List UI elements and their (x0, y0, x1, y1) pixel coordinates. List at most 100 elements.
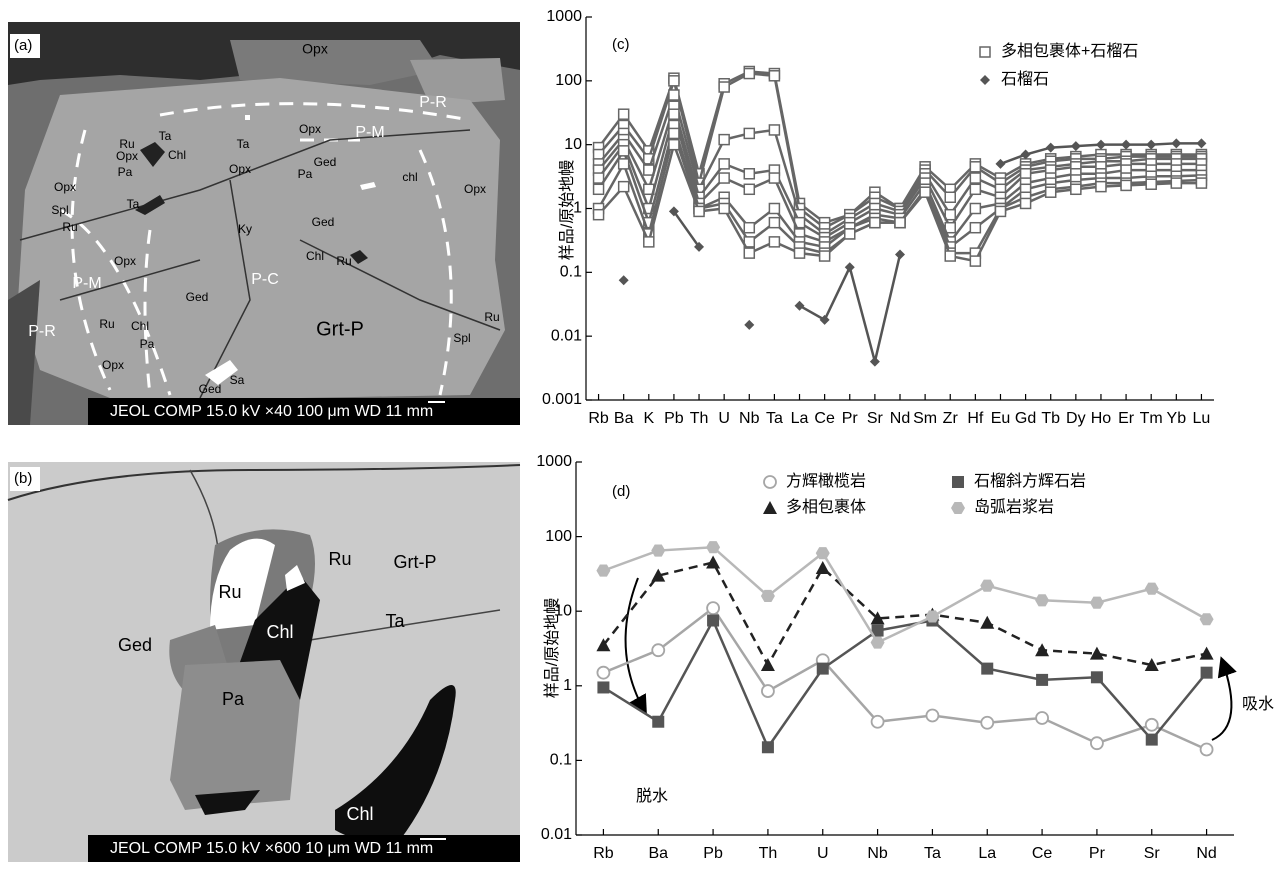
image-label: Ta (159, 129, 172, 143)
marker (597, 667, 609, 679)
x-tick-label: Tm (1140, 410, 1163, 427)
marker (707, 615, 719, 627)
marker (1121, 180, 1131, 190)
y-tick-label: 1 (563, 677, 572, 694)
legend-marker (952, 476, 964, 488)
marker (980, 616, 994, 629)
x-tick-label: La (978, 845, 996, 862)
y-tick-label: 0.01 (541, 826, 572, 843)
image-label: Ru (62, 220, 77, 234)
marker (970, 184, 980, 194)
marker (744, 69, 754, 79)
marker (795, 248, 805, 258)
legend-marker (764, 476, 776, 488)
marker (1201, 743, 1213, 755)
marker (594, 173, 604, 183)
x-tick-label: K (643, 410, 654, 427)
x-tick-label: Nd (1196, 845, 1216, 862)
x-tick-label: Rb (588, 410, 609, 427)
y-axis-label: 样品/原始地幔 (543, 598, 561, 698)
marker (970, 173, 980, 183)
marker (769, 204, 779, 214)
legend-marker (951, 502, 965, 514)
image-label: P-R (28, 323, 56, 340)
x-tick-label: Pb (664, 410, 684, 427)
y-axis-label: 样品/原始地幔 (558, 160, 576, 260)
x-tick-label: Ce (814, 410, 835, 427)
x-tick-label: U (718, 410, 730, 427)
marker (1200, 613, 1214, 625)
figure: (a)JEOL COMP 15.0 kV ×40 100 μm WD 11 mm… (0, 0, 1283, 870)
image-label: Chl (346, 804, 373, 824)
legend-marker (763, 501, 777, 514)
marker (1121, 140, 1131, 150)
marker (1036, 674, 1048, 686)
marker (762, 685, 774, 697)
x-tick-label: Th (759, 845, 778, 862)
marker (871, 636, 885, 648)
image-label: Opx (229, 162, 251, 176)
marker (1036, 712, 1048, 724)
marker (719, 159, 729, 169)
marker (1171, 178, 1181, 188)
x-tick-label: Rb (593, 845, 614, 862)
marker (995, 206, 1005, 216)
marker (845, 262, 855, 272)
image-label: Opx (102, 358, 124, 372)
marker (920, 187, 930, 197)
marker (644, 237, 654, 247)
y-tick-label: 100 (555, 72, 582, 89)
marker (1090, 597, 1104, 609)
marker (1146, 734, 1158, 746)
annotation: 脱水 (636, 787, 668, 805)
marker (872, 716, 884, 728)
x-tick-label: Nd (890, 410, 910, 427)
legend-label: 多相包裹体+石榴石 (1001, 42, 1138, 60)
marker (706, 555, 720, 568)
marker (694, 206, 704, 216)
marker (1021, 198, 1031, 208)
marker (769, 218, 779, 228)
marker (981, 717, 993, 729)
marker (1071, 141, 1081, 151)
series-line (603, 562, 1206, 665)
marker (769, 237, 779, 247)
marker (970, 256, 980, 266)
marker (761, 658, 775, 671)
x-tick-label: Pr (842, 410, 859, 427)
image-label: Ged (312, 215, 335, 229)
marker (769, 71, 779, 81)
image-label: Sa (230, 373, 245, 387)
marker (707, 602, 719, 614)
image-b (8, 462, 520, 862)
image-label: Grt-P (394, 552, 437, 572)
image-label: Opx (114, 254, 136, 268)
marker (1035, 594, 1049, 606)
marker (1146, 179, 1156, 189)
marker (870, 218, 880, 228)
marker (895, 218, 905, 228)
x-tick-label: Dy (1066, 410, 1086, 427)
image-label: P-C (251, 271, 279, 288)
marker (1146, 140, 1156, 150)
marker (1201, 667, 1213, 679)
legend-label: 方辉橄榄岩 (786, 472, 866, 490)
marker (995, 159, 1005, 169)
image-label: Spl (453, 331, 470, 345)
marker (1091, 737, 1103, 749)
marker (820, 251, 830, 261)
image-label: Ged (118, 635, 152, 655)
x-tick-label: Ta (924, 845, 941, 862)
image-label: Ru (336, 254, 351, 268)
image-label: Chl (266, 622, 293, 642)
marker (945, 251, 955, 261)
x-tick-label: Ho (1091, 410, 1112, 427)
marker (719, 82, 729, 92)
image-label: Ta (127, 197, 140, 211)
marker (870, 357, 880, 367)
marker (719, 135, 729, 145)
marker (1200, 647, 1214, 660)
marker (1090, 647, 1104, 660)
x-tick-label: Zr (943, 410, 959, 427)
image-caption: JEOL COMP 15.0 kV ×600 10 μm WD 11 mm (110, 840, 433, 857)
